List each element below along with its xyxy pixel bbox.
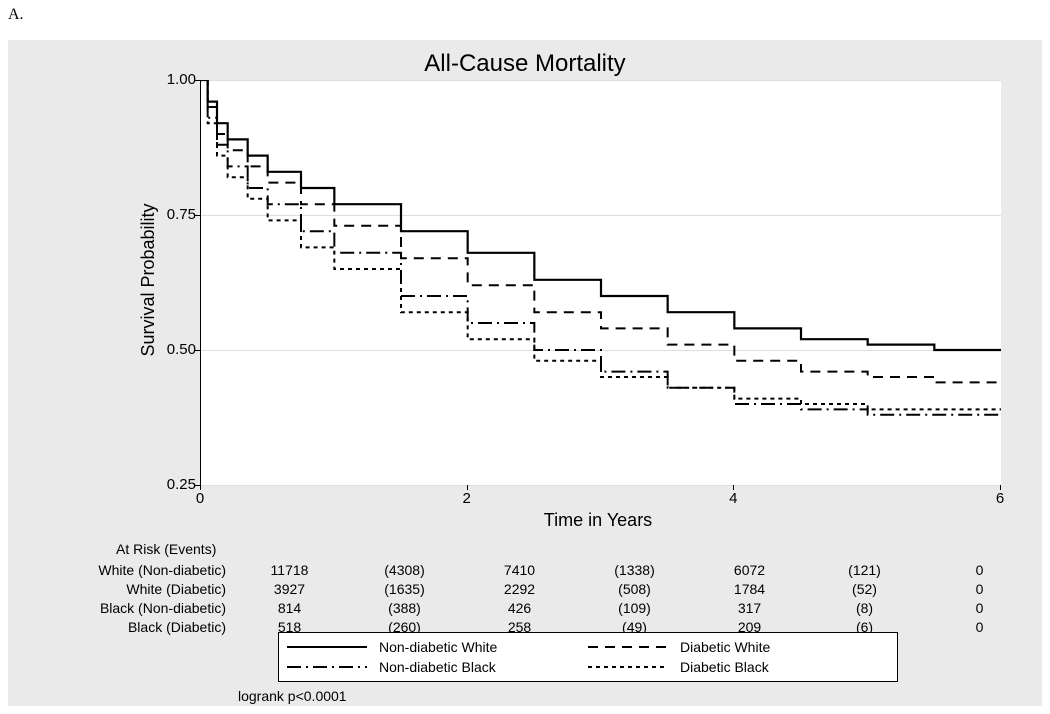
legend-label: Diabetic Black [680,659,769,675]
risk-table-header: At Risk (Events) [58,540,1037,561]
x-tick-label: 0 [180,490,220,507]
legend-item: Diabetic White [588,639,889,655]
logrank-text: logrank p<0.0001 [238,688,347,704]
plot-area [200,80,1001,486]
legend-swatch [588,639,668,655]
risk-cell: 0 [922,580,1037,599]
risk-row-label: White (Diabetic) [58,580,232,599]
risk-cell: (52) [807,580,922,599]
legend: Non-diabetic White Diabetic White Non-diab… [278,632,898,682]
risk-cell: 317 [692,599,807,618]
x-tick-label: 4 [713,490,753,507]
table-row: White (Non-diabetic)11718(4308)7410(1338… [58,561,1037,580]
risk-row-label: Black (Diabetic) [58,618,232,637]
table-row: White (Diabetic)3927(1635)2292(508)1784(… [58,580,1037,599]
risk-cell: (121) [807,561,922,580]
panel-label: A. [8,6,24,24]
legend-swatch [287,659,367,675]
legend-swatch [287,639,367,655]
y-tick-label: 1.00 [156,71,196,88]
at-risk-table: At Risk (Events) White (Non-diabetic)117… [58,540,1037,637]
survival-curve [201,80,1001,350]
legend-label: Diabetic White [680,639,770,655]
x-tick-label: 6 [980,490,1020,507]
grid-line [201,485,1001,486]
y-tick-label: 0.50 [156,341,196,358]
risk-row-label: White (Non-diabetic) [58,561,232,580]
x-tick-mark [200,485,201,490]
legend-label: Non-diabetic White [379,639,497,655]
survival-curve [201,80,1001,409]
x-tick-mark [733,485,734,490]
x-tick-label: 2 [447,490,487,507]
legend-swatch [588,659,668,675]
y-tick-mark [195,215,200,216]
x-axis-label: Time in Years [498,510,698,531]
legend-item: Diabetic Black [588,659,889,675]
risk-cell: 1784 [692,580,807,599]
y-tick-mark [195,80,200,81]
risk-cell: (4308) [347,561,462,580]
risk-cell: (1338) [577,561,692,580]
y-tick-label: 0.75 [156,206,196,223]
risk-cell: 0 [922,618,1037,637]
legend-label: Non-diabetic Black [379,659,496,675]
risk-cell: (388) [347,599,462,618]
legend-item: Non-diabetic Black [287,659,588,675]
risk-cell: 426 [462,599,577,618]
risk-cell: (508) [577,580,692,599]
risk-cell: 0 [922,599,1037,618]
y-tick-mark [195,350,200,351]
risk-cell: 814 [232,599,347,618]
risk-cell: (8) [807,599,922,618]
y-axis-label: Survival Probability [138,120,159,440]
risk-cell: 6072 [692,561,807,580]
risk-cell: 0 [922,561,1037,580]
risk-cell: 7410 [462,561,577,580]
x-tick-mark [467,485,468,490]
risk-cell: 3927 [232,580,347,599]
risk-cell: (109) [577,599,692,618]
risk-cell: (1635) [347,580,462,599]
survival-curve [201,80,1001,415]
x-tick-mark [1000,485,1001,490]
table-row: Black (Non-diabetic)814(388)426(109)317(… [58,599,1037,618]
figure-background: All-Cause Mortality Survival Probability… [8,40,1042,706]
legend-item: Non-diabetic White [287,639,588,655]
risk-row-label: Black (Non-diabetic) [58,599,232,618]
risk-cell: 11718 [232,561,347,580]
risk-cell: 2292 [462,580,577,599]
survival-curves [201,80,1001,485]
